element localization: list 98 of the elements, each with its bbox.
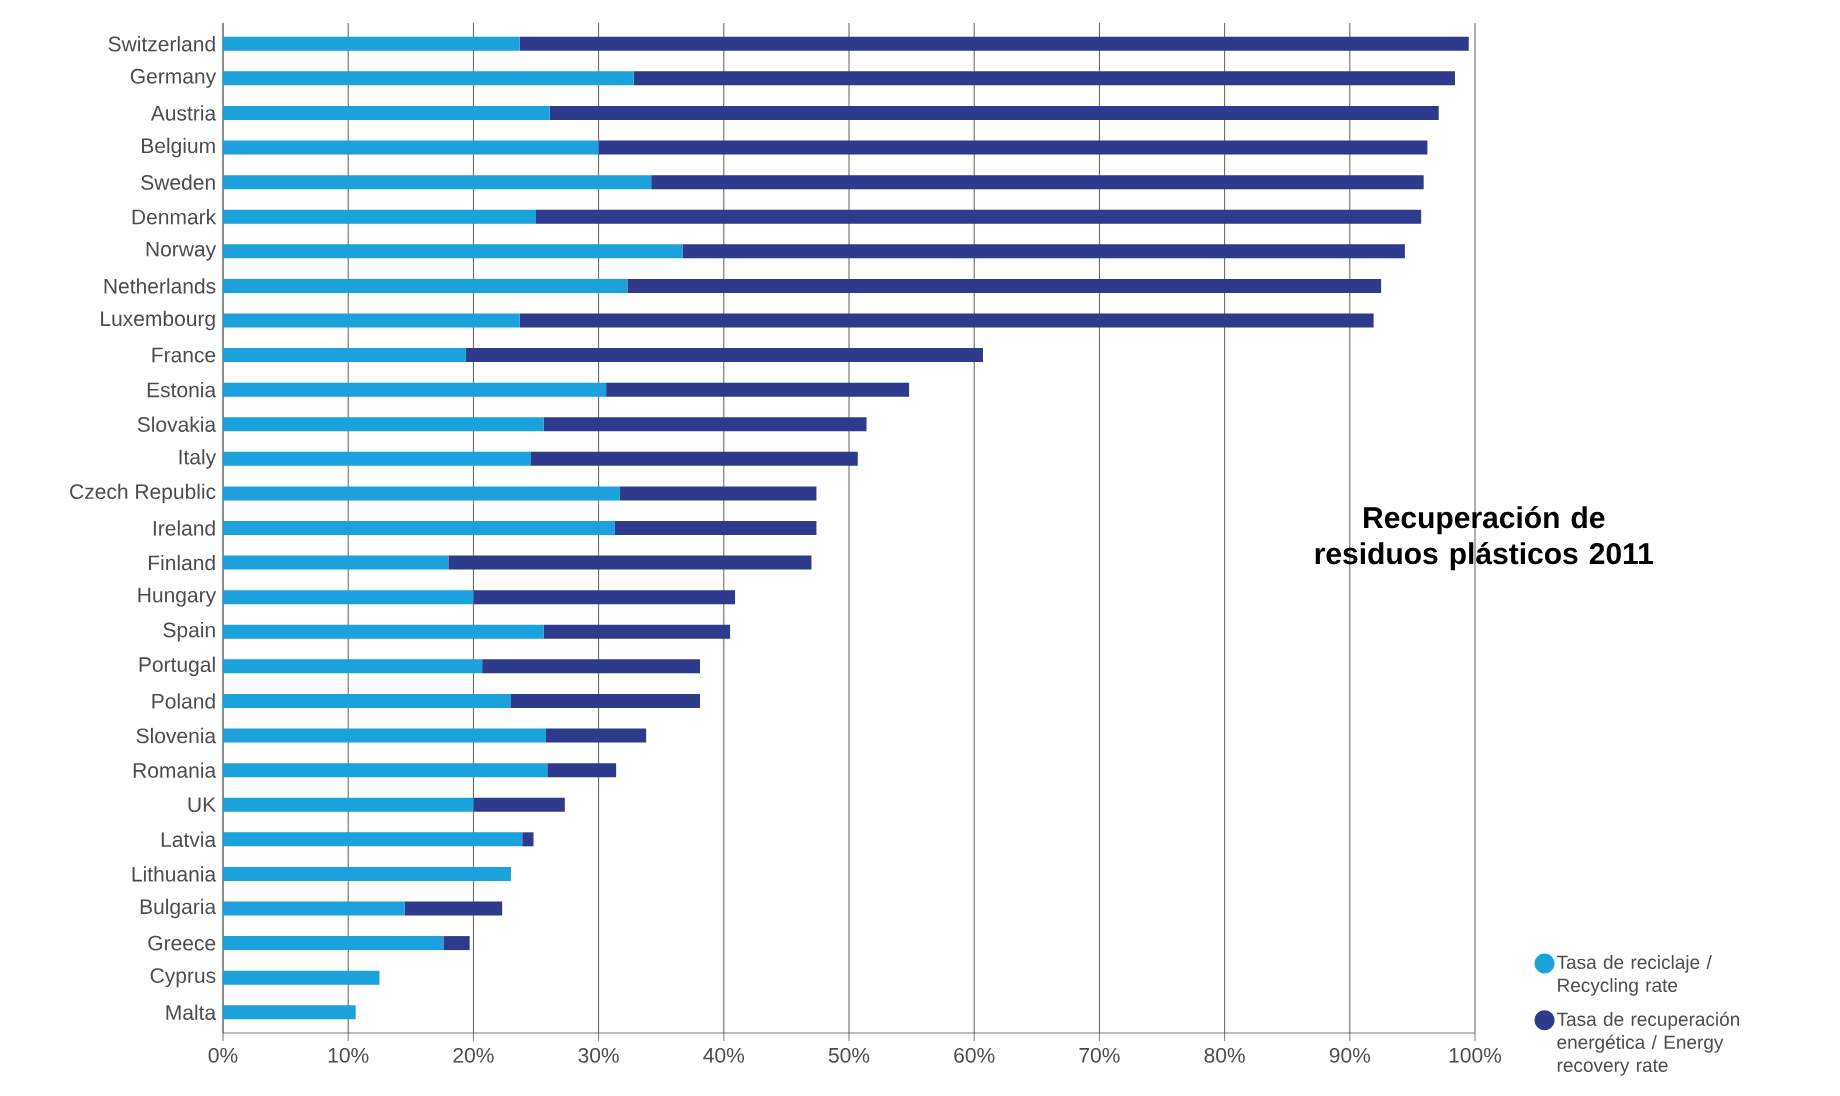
bar [473, 590, 736, 605]
bar [598, 140, 1428, 155]
y-tick-label: Spain [163, 622, 215, 642]
bar [519, 313, 1374, 328]
bar [510, 693, 701, 708]
bar [223, 278, 628, 293]
bar [223, 728, 547, 743]
bar [223, 451, 531, 466]
bar [448, 555, 812, 570]
bar [223, 936, 444, 951]
bar [536, 209, 1422, 224]
y-tick-label: Italy [179, 449, 217, 469]
bar [549, 105, 1439, 120]
bar [473, 797, 565, 812]
bar [223, 36, 520, 51]
bar [223, 105, 550, 120]
bar [223, 417, 544, 432]
y-tick-label: Norway [146, 241, 217, 261]
y-tick-label: UK [188, 797, 216, 813]
legend-label: Tasa de reciclaje / Recycling rate [1556, 955, 1712, 996]
y-tick-label: Latvia [161, 831, 217, 848]
bar [633, 71, 1455, 86]
bar [223, 486, 620, 501]
y-tick-label: Belgium [141, 137, 215, 158]
y-tick-label: Hungary [138, 587, 217, 607]
bar [619, 486, 817, 501]
bar [223, 555, 449, 570]
y-tick-label: Slovakia [137, 416, 217, 432]
bar [543, 624, 731, 639]
y-tick-label: Netherlands [104, 278, 216, 294]
x-tick-label: 30% [578, 1047, 619, 1063]
bar [223, 348, 466, 363]
bar [547, 763, 617, 778]
bar [531, 451, 858, 466]
bar [606, 382, 910, 397]
y-tick-label: Denmark [132, 209, 217, 225]
bar [223, 313, 520, 328]
x-tick-label: 40% [703, 1047, 745, 1063]
bar [543, 417, 867, 432]
bar [223, 382, 607, 397]
x-tick-label: 70% [1079, 1047, 1120, 1063]
y-tick-label: Czech Republic [70, 483, 216, 504]
y-tick-label: Lithuania [132, 866, 217, 882]
y-tick-label: Luxembourg [101, 310, 215, 331]
x-tick-label: 20% [453, 1047, 494, 1063]
legend-label: Tasa de recuperación energética / Energy recovery rate [1556, 1011, 1740, 1076]
bar [546, 728, 647, 743]
bar [223, 624, 544, 639]
bar [627, 278, 1382, 293]
bar [465, 348, 983, 363]
y-tick-label: Austria [150, 105, 217, 121]
y-tick-label: Portugal [139, 656, 215, 677]
x-tick-label: 50% [828, 1047, 870, 1063]
y-tick-label: Romania [133, 762, 217, 778]
x-tick-label: 60% [954, 1047, 995, 1063]
bar [223, 763, 548, 778]
x-tick-label: 80% [1204, 1047, 1245, 1063]
bar [223, 521, 615, 536]
bar [223, 209, 537, 224]
y-tick-label: Bulgaria [140, 898, 217, 919]
bar [223, 659, 483, 674]
bar [223, 175, 652, 190]
bar [223, 71, 634, 86]
bar [223, 590, 474, 605]
y-tick-label: Malta [166, 1004, 217, 1020]
x-tick-label: 100% [1449, 1047, 1502, 1063]
bar [482, 659, 701, 674]
bar [223, 832, 523, 847]
bar [651, 175, 1424, 190]
y-tick-label: Greece [148, 935, 216, 951]
bar [522, 832, 534, 847]
bar [223, 866, 511, 881]
bar [443, 936, 470, 951]
bar [223, 244, 683, 259]
x-tick-label: 90% [1329, 1047, 1371, 1063]
bar [223, 1005, 356, 1020]
bar [404, 901, 503, 916]
y-tick-label: Sweden [141, 174, 215, 190]
text: Recuperación de residuos plásticos 2011 [1315, 505, 1654, 571]
y-tick-label: Finland [148, 554, 215, 571]
bar [223, 140, 599, 155]
bar [614, 521, 817, 536]
bar [519, 36, 1469, 51]
y-tick-label: Germany [130, 68, 217, 88]
bar [223, 901, 405, 916]
x-tick-label: 10% [328, 1047, 369, 1063]
y-tick-label: Ireland [153, 520, 215, 536]
y-tick-label: Cyprus [150, 968, 216, 988]
bar [223, 797, 474, 812]
bar [682, 244, 1405, 259]
y-tick-label: Poland [152, 693, 215, 709]
bar [223, 970, 380, 985]
y-tick-label: France [152, 347, 216, 363]
bar [223, 693, 511, 708]
y-tick-label: Slovenia [136, 727, 217, 744]
x-tick-label: 0% [208, 1047, 238, 1063]
y-tick-label: Estonia [147, 381, 217, 398]
y-tick-label: Switzerland [108, 36, 215, 52]
